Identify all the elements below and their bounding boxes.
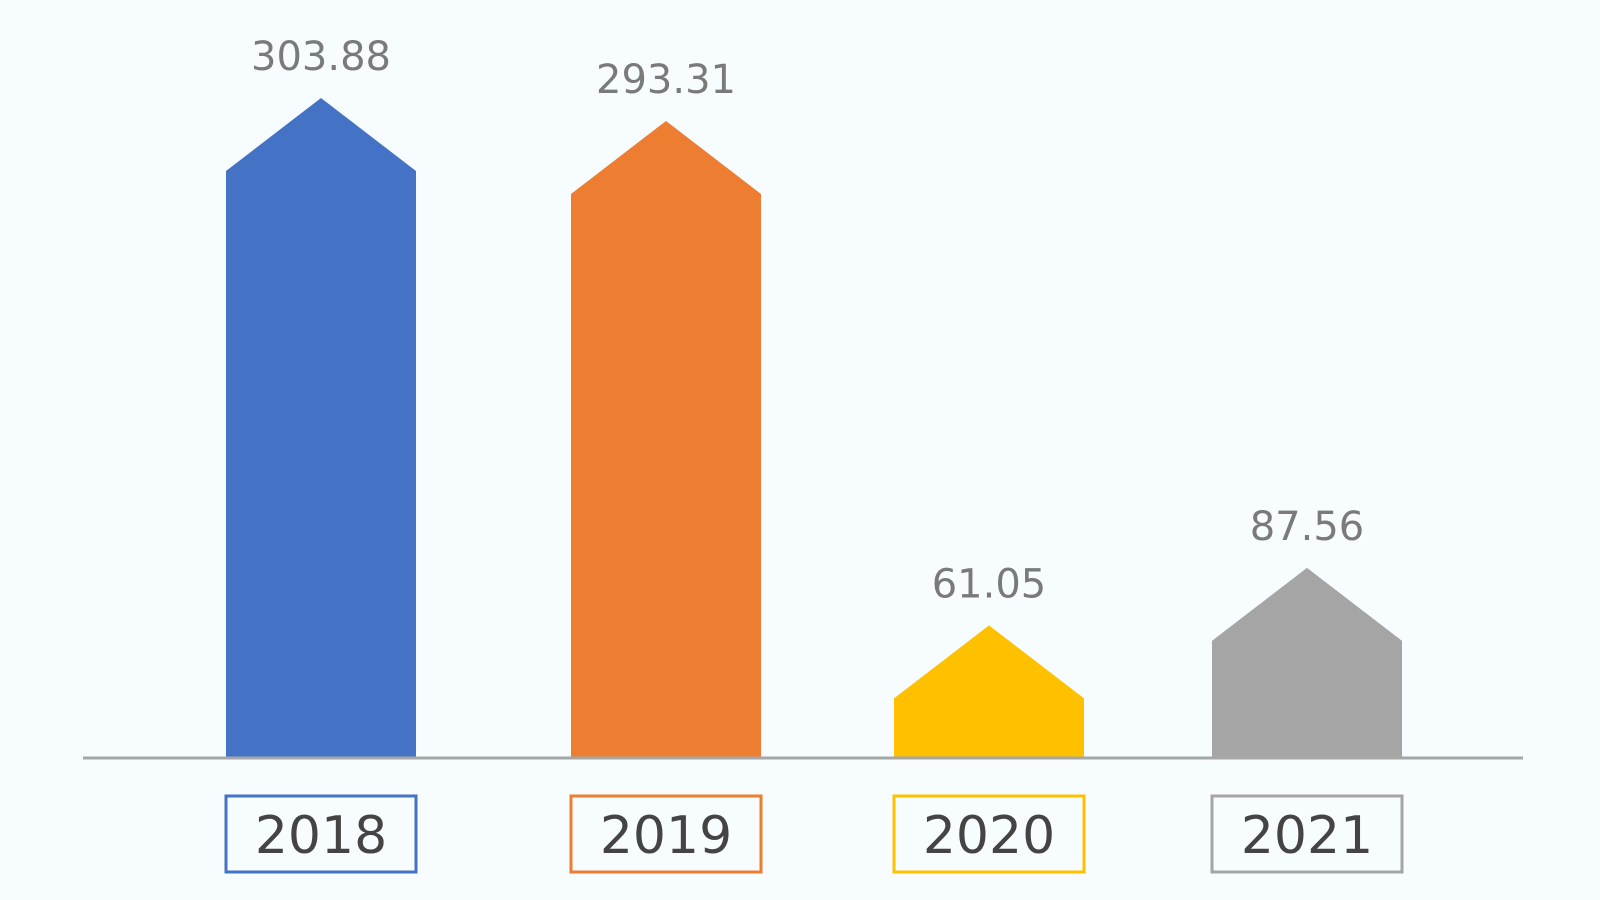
category-box-2019 [569,794,763,874]
category-label-2019: 2019 [600,806,732,866]
value-label-2018: 303.88 [251,34,391,80]
value-label-2021: 87.56 [1250,504,1365,550]
category-label-2018: 2018 [255,806,387,866]
bar-2020 [894,625,1084,758]
bar-2019 [571,120,761,758]
category-label-group: 2018 2019 2020 2021 [224,794,1404,874]
category-label-2021: 2021 [1241,806,1373,866]
bar-group: 303.88 293.31 61.05 87.56 [226,34,1402,758]
category-box-2020 [892,794,1086,874]
bar-2021 [1212,567,1402,758]
bar-2018 [226,98,416,758]
category-label-2020: 2020 [923,806,1055,866]
category-box-2021 [1210,794,1404,874]
category-box-2018 [224,794,418,874]
value-label-2020: 61.05 [932,561,1047,607]
value-label-2019: 293.31 [596,57,736,103]
